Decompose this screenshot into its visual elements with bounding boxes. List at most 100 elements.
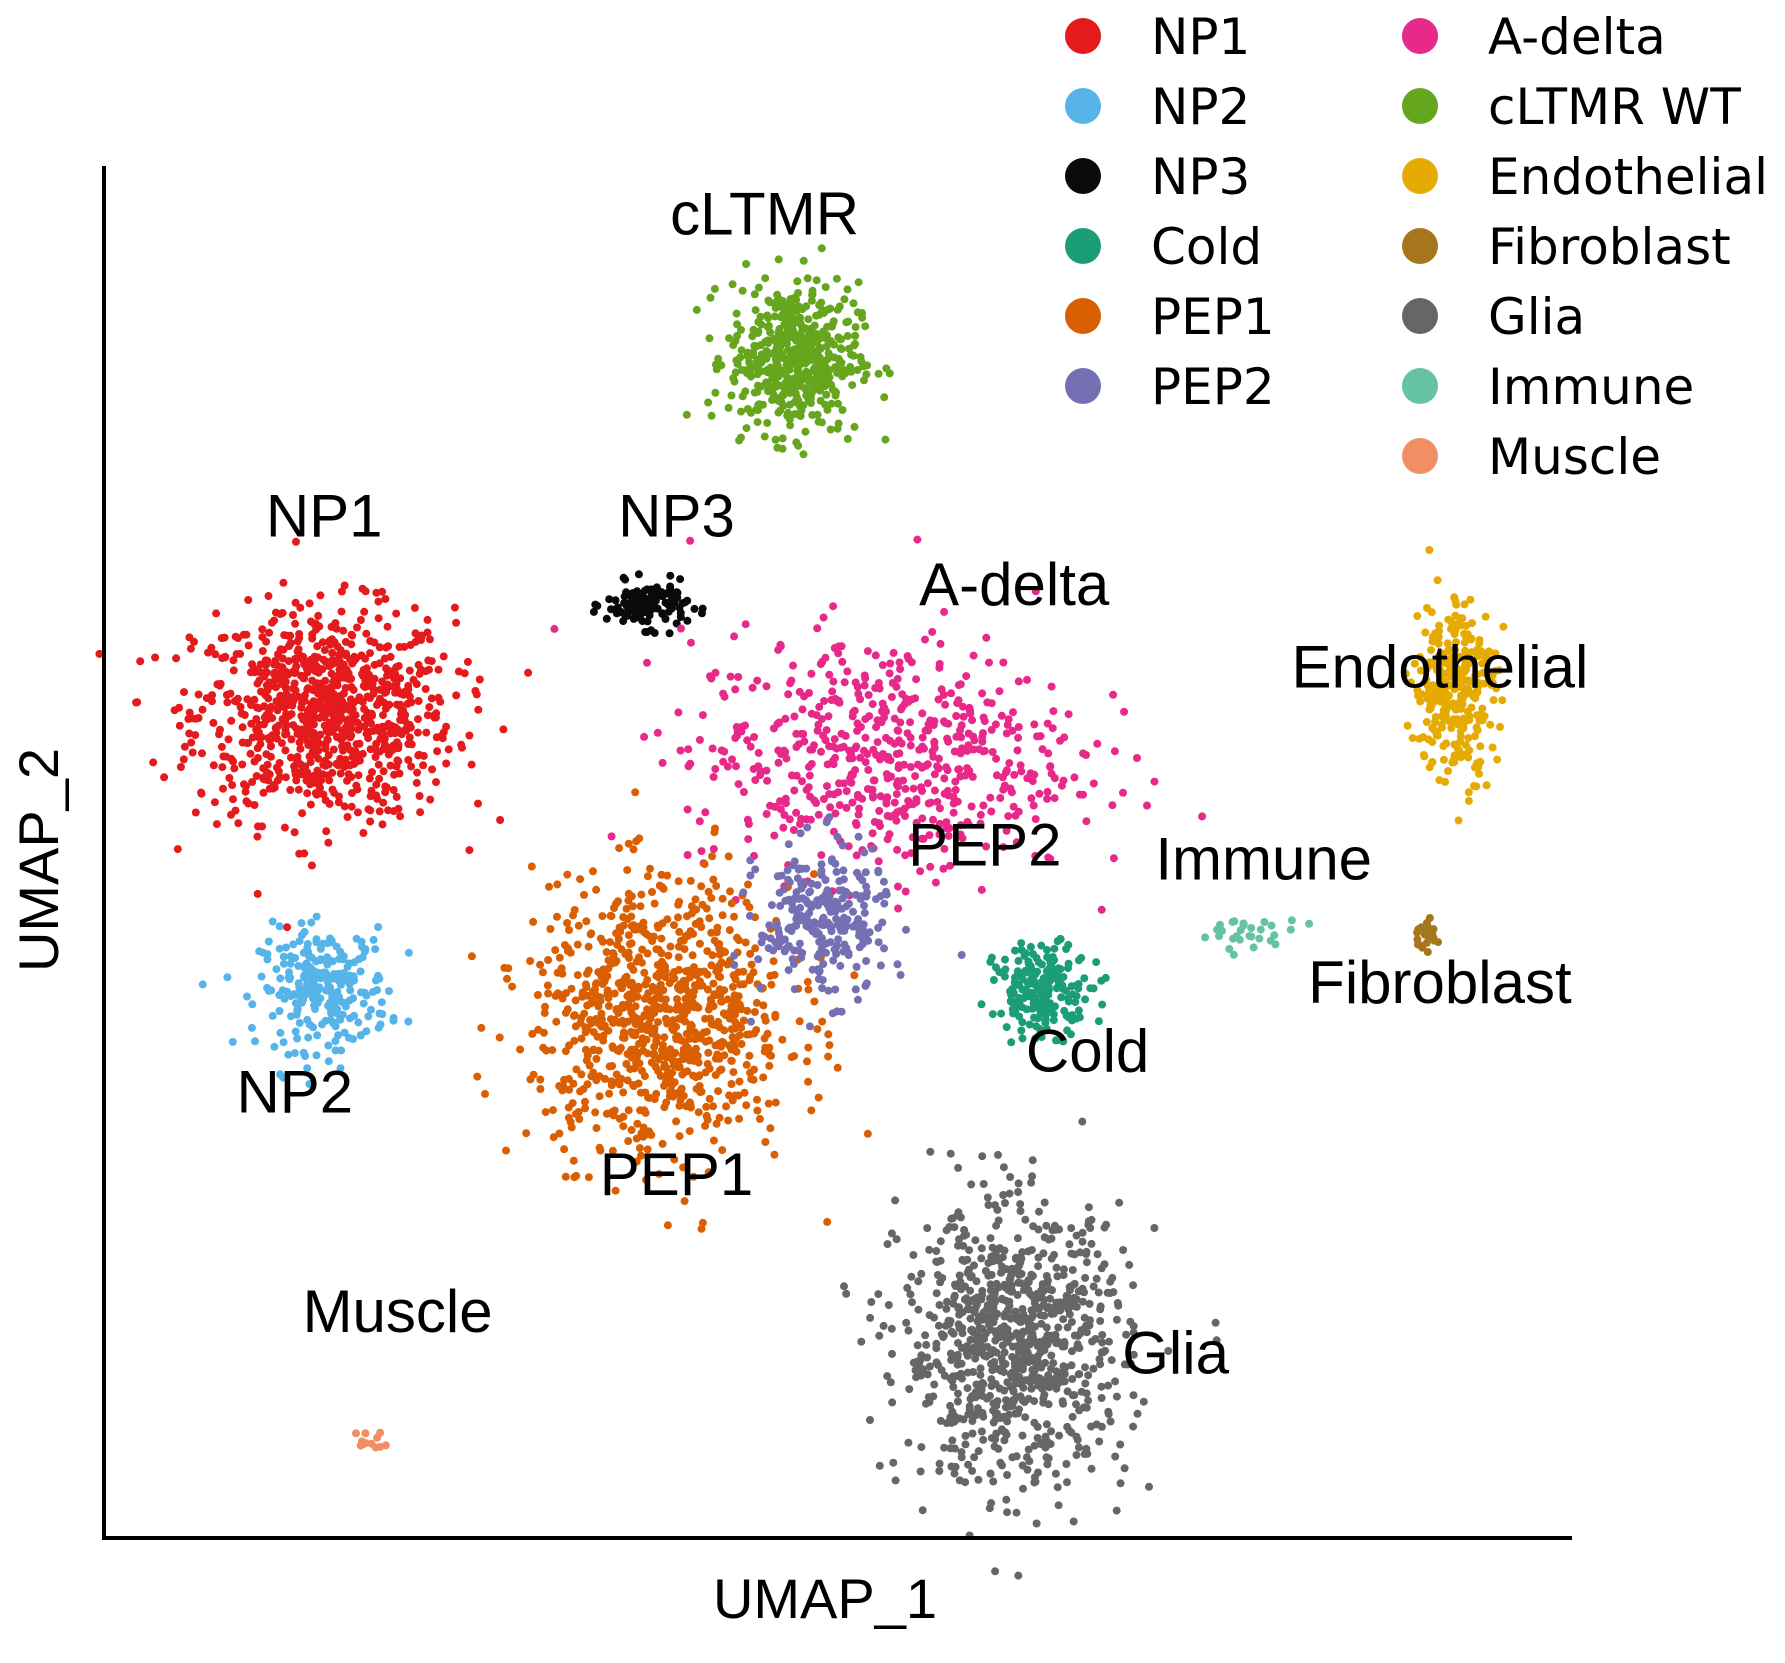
data-point — [1000, 972, 1009, 981]
data-point — [236, 703, 245, 711]
data-point — [680, 1197, 689, 1206]
data-point — [641, 1108, 650, 1117]
data-point — [592, 1124, 601, 1133]
data-point — [685, 1127, 694, 1136]
data-point — [321, 676, 330, 685]
data-point — [300, 927, 309, 936]
data-point — [776, 935, 785, 944]
data-point — [798, 375, 807, 384]
data-point — [758, 931, 766, 940]
data-point — [809, 355, 818, 364]
data-point — [843, 285, 852, 294]
data-point — [658, 609, 667, 618]
data-point — [308, 634, 317, 643]
data-point — [499, 725, 508, 734]
data-point — [669, 1092, 677, 1101]
data-point — [632, 837, 641, 846]
data-point — [743, 352, 752, 361]
data-point — [658, 758, 667, 767]
data-point — [764, 314, 773, 323]
data-point — [734, 673, 743, 681]
data-point — [702, 1111, 711, 1120]
data-point — [1075, 1013, 1084, 1022]
data-point — [1039, 1339, 1048, 1348]
data-point — [415, 792, 424, 800]
data-point — [774, 408, 783, 417]
data-point — [644, 1093, 653, 1102]
data-point — [1116, 1440, 1125, 1449]
data-point — [643, 976, 652, 984]
data-point — [827, 399, 836, 408]
data-point — [1044, 1454, 1053, 1463]
data-point — [1095, 1437, 1104, 1446]
data-point — [955, 1271, 964, 1280]
data-point — [355, 756, 364, 765]
data-point — [307, 617, 315, 626]
data-point — [831, 907, 840, 916]
data-point — [175, 721, 184, 730]
data-point — [1063, 1478, 1071, 1487]
data-point — [792, 888, 801, 897]
data-point — [574, 921, 583, 930]
data-point — [1023, 1357, 1032, 1366]
data-point — [852, 821, 861, 829]
data-point — [875, 806, 884, 815]
data-point — [316, 956, 325, 965]
data-point — [991, 1415, 1000, 1424]
data-point — [750, 1029, 759, 1038]
data-point — [394, 741, 403, 750]
data-point — [338, 742, 347, 751]
data-point — [1047, 1351, 1056, 1360]
data-point — [321, 741, 330, 750]
data-point — [179, 755, 188, 764]
data-point — [706, 995, 715, 1004]
data-point — [874, 938, 883, 947]
data-point — [237, 709, 246, 718]
data-point — [707, 894, 716, 902]
data-point — [442, 759, 451, 768]
data-point — [882, 887, 890, 896]
data-point — [304, 658, 313, 667]
data-point — [342, 649, 351, 658]
data-point — [227, 810, 235, 819]
data-point — [305, 775, 314, 784]
data-point — [411, 629, 420, 638]
data-point — [834, 419, 843, 428]
data-point — [894, 726, 903, 735]
data-point — [1439, 742, 1448, 750]
data-point — [780, 746, 789, 755]
data-point — [1229, 950, 1238, 959]
data-point — [750, 341, 759, 350]
data-point — [185, 729, 194, 738]
data-point — [378, 820, 387, 829]
data-point — [1426, 701, 1435, 710]
data-point — [963, 1305, 972, 1313]
data-point — [950, 1223, 959, 1232]
data-point — [962, 672, 971, 681]
data-point — [832, 274, 841, 283]
data-point — [968, 1417, 977, 1425]
data-point — [1067, 982, 1076, 991]
data-point — [1455, 752, 1464, 761]
data-point — [332, 733, 341, 742]
data-point — [947, 689, 956, 698]
data-point — [1216, 920, 1224, 929]
data-point — [756, 983, 765, 992]
data-point — [546, 925, 555, 933]
data-point — [218, 654, 227, 663]
data-point — [1096, 1302, 1105, 1311]
data-point — [390, 770, 399, 779]
data-point — [829, 677, 838, 686]
data-point — [943, 766, 952, 775]
data-point — [1471, 671, 1480, 680]
data-point — [303, 1064, 312, 1073]
data-point — [643, 949, 652, 958]
data-point — [474, 799, 482, 808]
data-point — [735, 1031, 744, 1040]
data-point — [834, 935, 843, 944]
data-point — [1055, 1431, 1064, 1440]
data-point — [954, 681, 963, 690]
data-point — [1428, 738, 1437, 747]
data-point — [978, 733, 987, 742]
cluster-np3 — [589, 570, 707, 638]
